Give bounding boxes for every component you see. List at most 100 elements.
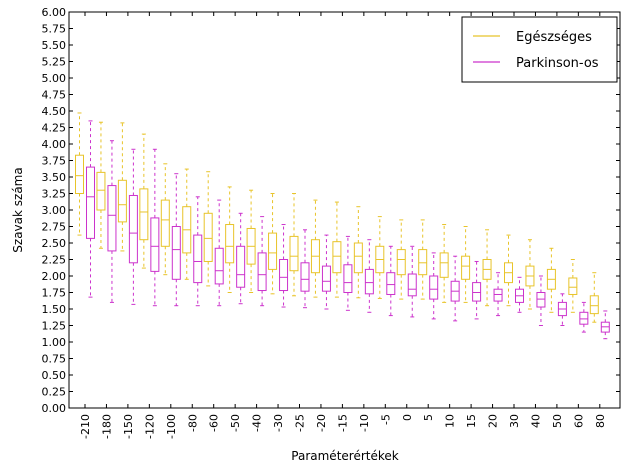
x-axis-title: Paraméterértékek	[291, 449, 398, 463]
box-parkinson	[236, 212, 246, 305]
y-tick-label: 2.00	[42, 270, 67, 283]
legend-label-egeszseges: Egészséges	[516, 30, 592, 45]
box-parkinson	[107, 140, 117, 303]
box-parkinson	[579, 301, 589, 333]
box-iqr	[536, 292, 546, 308]
box-iqr	[279, 259, 289, 292]
box-parkinson	[472, 260, 482, 320]
legend-box	[461, 16, 618, 83]
box-parkinson	[536, 275, 546, 326]
box-iqr	[321, 265, 331, 292]
box-parkinson	[557, 293, 567, 326]
box-egeszseges	[332, 201, 342, 298]
y-tick-label: 1.75	[42, 287, 67, 300]
box-iqr	[386, 272, 396, 295]
box-egeszseges	[117, 122, 127, 252]
box-iqr	[160, 199, 170, 247]
box-iqr	[472, 282, 482, 302]
box-egeszseges	[482, 229, 492, 307]
y-tick-label: 3.50	[42, 171, 67, 184]
box-egeszseges	[568, 259, 578, 313]
box-egeszseges	[396, 219, 406, 300]
y-tick-label: 0.25	[42, 386, 67, 399]
box-iqr	[332, 241, 342, 274]
x-tick-label: -10	[358, 414, 371, 432]
x-tick-label: 30	[508, 414, 521, 428]
box-egeszseges	[139, 133, 149, 269]
y-tick-label: 1.50	[42, 303, 67, 316]
box-iqr	[128, 194, 138, 264]
x-tick-label: 80	[594, 414, 607, 428]
y-tick-label: 3.75	[42, 155, 67, 168]
box-iqr	[579, 311, 589, 325]
x-tick-label: 60	[572, 414, 585, 428]
box-iqr	[343, 264, 353, 293]
box-iqr	[268, 232, 278, 270]
x-tick-label: -210	[79, 414, 92, 439]
box-iqr	[429, 275, 439, 300]
box-iqr	[407, 273, 417, 297]
box-egeszseges	[418, 219, 428, 300]
box-iqr	[364, 268, 374, 295]
x-tick-label: -50	[229, 414, 242, 432]
box-parkinson	[279, 224, 289, 308]
legend: Egészséges Parkinson-os	[461, 16, 618, 83]
x-tick-label: 10	[444, 414, 457, 428]
box-egeszseges	[353, 206, 363, 299]
x-axis: -210 -180 -150 -120 -100 -80 -60 -50 -40 -30 -25 -2…	[79, 12, 607, 439]
x-tick-label: -60	[208, 414, 221, 432]
box-iqr	[150, 217, 160, 272]
box-iqr	[418, 249, 428, 276]
x-tick-label: 50	[551, 414, 564, 428]
box-egeszseges	[268, 193, 278, 295]
box-parkinson	[193, 196, 203, 307]
box-egeszseges	[160, 163, 170, 276]
box-egeszseges	[96, 121, 106, 249]
box-egeszseges	[246, 189, 256, 293]
box-parkinson	[600, 310, 610, 340]
x-tick-label: 20	[487, 414, 500, 428]
x-tick-label: -5	[379, 414, 392, 425]
y-tick-label: 3.25	[42, 188, 67, 201]
y-tick-label: 3.00	[42, 204, 67, 217]
box-egeszseges	[310, 199, 320, 298]
box-parkinson	[300, 229, 310, 309]
box-iqr	[439, 252, 449, 278]
box-parkinson	[171, 173, 181, 307]
x-tick-label: -180	[100, 414, 113, 439]
box-iqr	[568, 277, 578, 295]
box-egeszseges	[439, 224, 449, 303]
x-tick-label: 40	[529, 414, 542, 428]
y-axis: 0.00 0.25 0.50 0.75 1.00 1.25 1.50 1.75 2.00 2.25…	[42, 6, 620, 415]
box-parkinson	[450, 255, 460, 322]
box-egeszseges	[182, 168, 192, 280]
y-tick-label: 2.50	[42, 237, 67, 250]
y-axis-title: Szavak száma	[11, 167, 25, 252]
y-tick-label: 0.75	[42, 353, 67, 366]
y-tick-label: 2.75	[42, 221, 67, 234]
box-egeszseges	[461, 226, 471, 303]
box-iqr	[300, 262, 310, 292]
box-iqr	[236, 245, 246, 288]
x-tick-label: -20	[315, 414, 328, 432]
x-tick-label: -150	[122, 414, 135, 439]
x-tick-label: 0	[401, 414, 414, 421]
box-parkinson	[343, 235, 353, 311]
box-parkinson	[214, 199, 224, 307]
plot-frame	[68, 11, 621, 409]
box-egeszseges	[504, 234, 513, 307]
y-tick-label: 5.75	[42, 23, 67, 36]
box-iqr	[493, 288, 503, 302]
y-tick-label: 1.00	[42, 336, 67, 349]
box-parkinson	[128, 148, 138, 305]
legend-label-parkinson: Parkinson-os	[516, 56, 599, 71]
x-tick-label: -100	[165, 414, 178, 439]
box-iqr	[353, 242, 363, 274]
box-iqr	[96, 171, 106, 211]
box-iqr	[396, 249, 406, 276]
box-parkinson	[407, 245, 417, 318]
box-iqr	[86, 166, 95, 239]
y-tick-label: 5.00	[42, 72, 67, 85]
y-tick-label: 4.50	[42, 105, 67, 118]
